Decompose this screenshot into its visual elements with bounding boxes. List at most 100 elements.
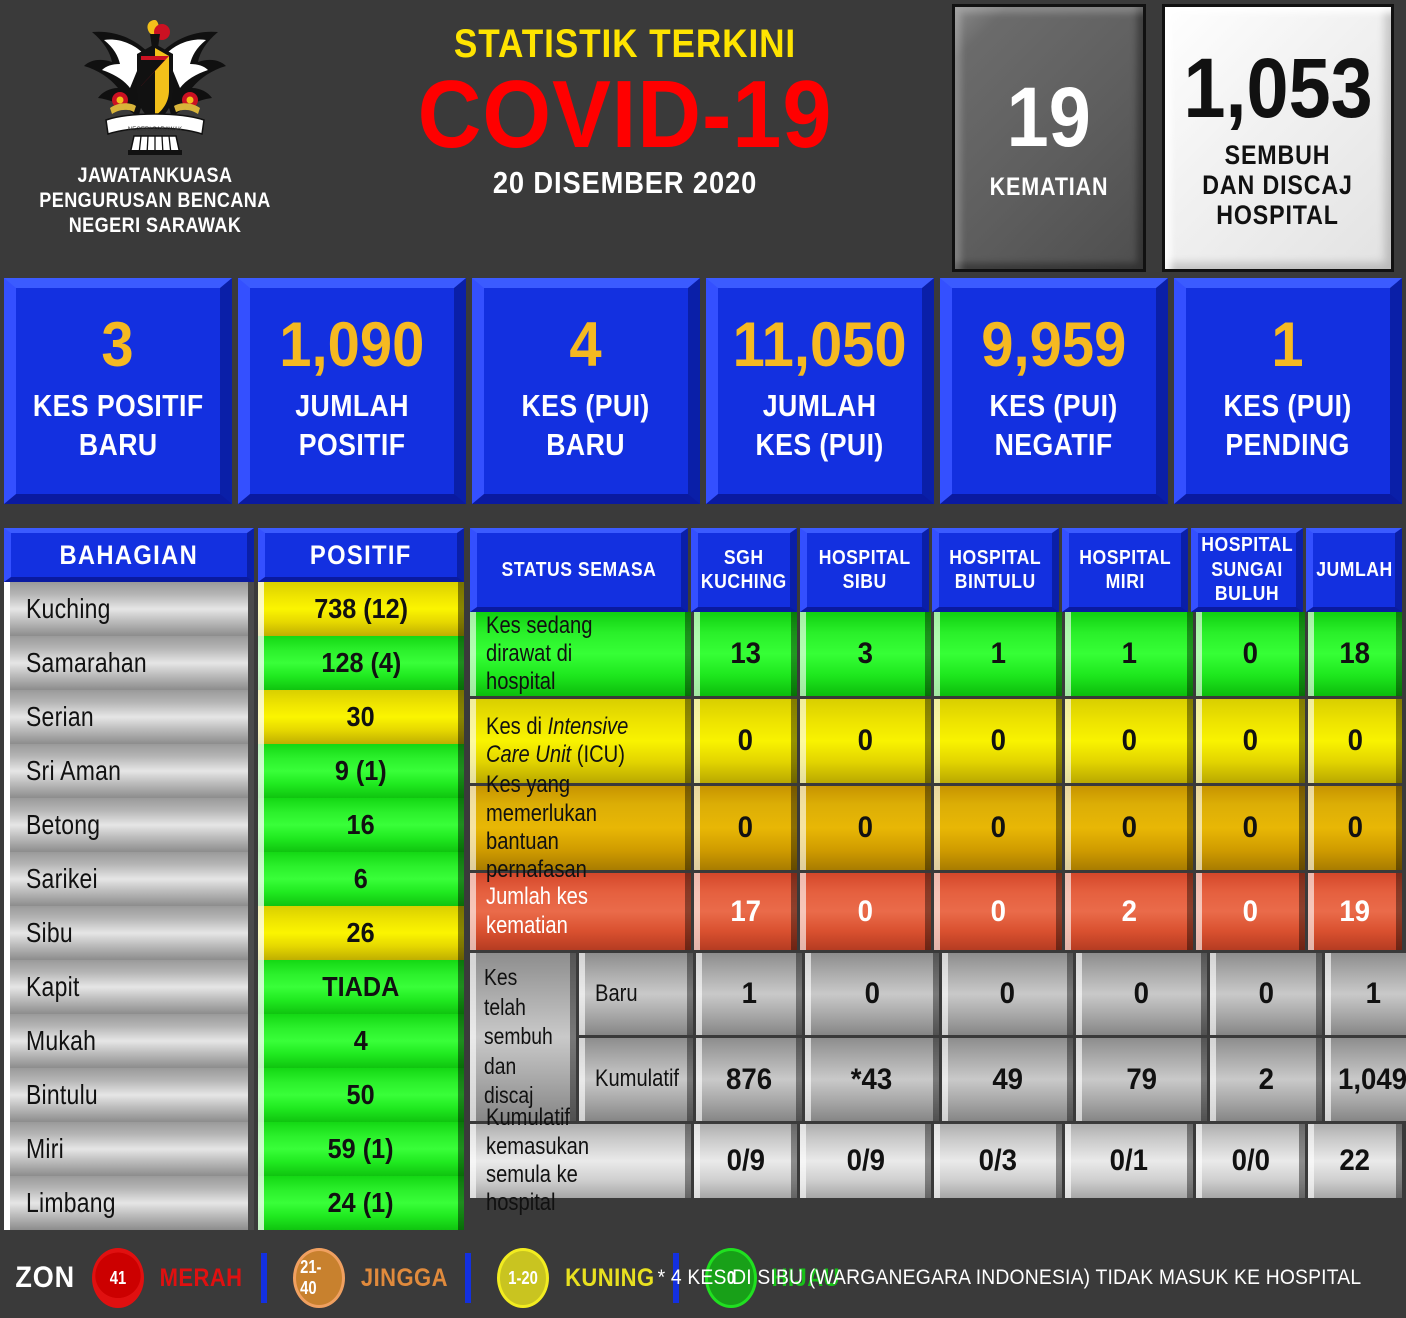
cell-hospital-sibu: 3 <box>800 612 932 696</box>
division-name: Mukah <box>4 1014 254 1068</box>
division-positive-count: 30 <box>258 690 464 744</box>
org-name: JAWATANKUASA PENGURUSAN BENCANA NEGERI S… <box>22 164 289 238</box>
stat-label-line-2: PENDING <box>1225 426 1351 462</box>
cell-hospital-sibu: 0/9 <box>800 1124 932 1198</box>
status-label: Jumlah kes kematian <box>470 873 691 950</box>
cell-jumlah: 22 <box>1308 1124 1403 1198</box>
cell-jumlah: 1 <box>1325 953 1406 1035</box>
cell-hospital-sibu: 0 <box>800 786 932 870</box>
sembuh-row-label: Kes telah sembuh dan discaj <box>470 953 576 1121</box>
zone-divider <box>672 1253 679 1303</box>
stat-value: 11,050 <box>732 310 908 381</box>
hospital-status-row: Kes yang memerlukan bantuan pernafasan 0 0… <box>470 771 1403 883</box>
division-name: Sibu <box>4 906 254 960</box>
cell-hospital-sungai-buluh: 0 <box>1195 612 1306 696</box>
title-statistik: STATISTIK TERKINI <box>453 22 797 66</box>
svg-text:NEGERI SARAWAK: NEGERI SARAWAK <box>128 127 182 133</box>
zone-label: KUNING <box>565 1263 655 1292</box>
stat-label: KES (PUI) BARU <box>522 387 650 464</box>
hospital-status-row: Jumlah kes kematian 17 0 0 2 0 19 <box>470 873 1403 950</box>
cell-hospital-sungai-buluh: 0 <box>1210 953 1322 1035</box>
sembuh-subrow-baru: Baru 1 0 0 0 0 1 <box>579 953 1406 1035</box>
cell-hospital-sungai-buluh: 0 <box>1195 786 1306 870</box>
division-row: Kapit TIADA <box>4 960 464 1014</box>
stat-card-kes-pui-pending: 1 KES (PUI) PENDING <box>1174 278 1402 504</box>
cell-hospital-sibu: 0 <box>800 873 932 950</box>
stat-card-jumlah-positif: 1,090 JUMLAH POSITIF <box>238 278 466 504</box>
division-name: Kapit <box>4 960 254 1014</box>
sembuh-sublabel: Baru <box>579 953 693 1035</box>
recovered-card: 1,053 SEMBUH DAN DISCAJ HOSPITAL <box>1162 4 1394 272</box>
footnote: * 4 KES DI SIBU (WARGANEGARA INDONESIA) … <box>657 1266 1362 1289</box>
footer: ZON 41 MERAH 21-40 JINGGA 1-20 KUNING 0 HIJAU *… <box>0 1238 1406 1318</box>
column-header-sgh-kuching: SGH KUCHING <box>690 528 797 612</box>
zon-label: ZON <box>15 1261 76 1294</box>
division-positive-count: 738 (12) <box>258 582 464 636</box>
division-row: Limbang 24 (1) <box>4 1176 464 1230</box>
division-row: Sri Aman 9 (1) <box>4 744 464 798</box>
cell-hospital-miri: 0 <box>1065 699 1193 783</box>
crest-block: NEGERI SARAWAK JAWATANKUASA PENGURUSAN B… <box>0 8 310 238</box>
column-header-jumlah: JUMLAH <box>1306 528 1402 612</box>
stat-label: JUMLAH KES (PUI) <box>756 387 884 464</box>
stat-label-line-2: BARU <box>546 426 626 462</box>
recovered-label: SEMBUH DAN DISCAJ HOSPITAL <box>1203 140 1354 231</box>
cell-sgh-kuching: 13 <box>693 612 798 696</box>
stat-card-jumlah-kes-pui: 11,050 JUMLAH KES (PUI) <box>706 278 934 504</box>
sembuh-block: Kes telah sembuh dan discaj Baru 1 0 0 0… <box>470 953 1406 1121</box>
cell-sgh-kuching: 876 <box>696 1038 802 1121</box>
stat-value: 1,090 <box>279 310 425 381</box>
org-line-1: JAWATANKUASA <box>77 164 233 187</box>
recovered-label-line-3: HOSPITAL <box>1216 200 1340 231</box>
cell-hospital-miri: 0/1 <box>1065 1124 1193 1198</box>
status-label: Kes di Intensive Care Unit (ICU) <box>470 699 691 783</box>
zone-divider <box>465 1253 472 1303</box>
division-name: Kuching <box>4 582 254 636</box>
cell-jumlah: 1,049 <box>1325 1038 1406 1121</box>
column-header-hospital-bintulu: HOSPITAL BINTULU <box>932 528 1059 612</box>
hospital-status-row: Kes sedang dirawat di hospital 13 3 1 1 0 18 <box>470 612 1403 696</box>
division-positive-count: 9 (1) <box>258 744 464 798</box>
zone-divider <box>260 1253 267 1303</box>
org-line-3: NEGERI SARAWAK <box>68 213 242 237</box>
division-row: Betong 16 <box>4 798 464 852</box>
readmission-label: Kumulatif kemasukan semula ke hospital <box>470 1104 691 1216</box>
zone-legend: 41 MERAH 21-40 JINGGA 1-20 KUNING 0 HIJAU <box>78 1248 844 1308</box>
stat-card-kes-pui-negatif: 9,959 KES (PUI) NEGATIF <box>940 278 1168 504</box>
cell-hospital-bintulu: 0 <box>934 786 1063 870</box>
column-header-positif: POSITIF <box>258 528 464 582</box>
division-name: Bintulu <box>4 1068 254 1122</box>
division-positive-count: 4 <box>258 1014 464 1068</box>
deaths-card: 19 KEMATIAN <box>952 4 1146 272</box>
cell-hospital-sibu: *43 <box>805 1038 939 1121</box>
stat-label: KES (PUI) PENDING <box>1224 387 1352 464</box>
stat-label: KES (PUI) NEGATIF <box>990 387 1118 464</box>
cell-hospital-bintulu: 0/3 <box>934 1124 1063 1198</box>
division-name: Serian <box>4 690 254 744</box>
zone-badge: 41 <box>92 1248 145 1308</box>
cell-hospital-sibu: 0 <box>800 699 932 783</box>
division-positive-count: 59 (1) <box>258 1122 464 1176</box>
zone-label: HIJAU <box>771 1263 840 1292</box>
stat-label-line-1: KES (PUI) <box>989 388 1119 424</box>
deaths-value: 19 <box>1006 70 1092 164</box>
cell-sgh-kuching: 1 <box>696 953 802 1035</box>
stat-value: 3 <box>101 310 135 381</box>
cell-jumlah: 0 <box>1308 786 1403 870</box>
stat-card-kes-pui-baru: 4 KES (PUI) BARU <box>472 278 700 504</box>
hospital-table-body: Kes sedang dirawat di hospital 13 3 1 1 0 18 Ke… <box>470 612 1403 950</box>
column-header-hospital-miri: HOSPITAL MIRI <box>1061 528 1188 612</box>
readmission-row: Kumulatif kemasukan semula ke hospital 0… <box>470 1104 1403 1216</box>
cell-hospital-sungai-buluh: 0 <box>1195 699 1306 783</box>
cell-hospital-miri: 79 <box>1076 1038 1207 1121</box>
division-positive-count: TIADA <box>258 960 464 1014</box>
division-name: Sri Aman <box>4 744 254 798</box>
stat-label: KES POSITIF BARU <box>33 387 204 464</box>
division-row: Sibu 26 <box>4 906 464 960</box>
division-row: Serian 30 <box>4 690 464 744</box>
sarawak-crest-icon: NEGERI SARAWAK <box>84 20 226 155</box>
cell-jumlah: 19 <box>1308 873 1403 950</box>
recovered-value: 1,053 <box>1183 40 1373 135</box>
stat-label: JUMLAH POSITIF <box>295 387 409 464</box>
division-positive-count: 26 <box>258 906 464 960</box>
